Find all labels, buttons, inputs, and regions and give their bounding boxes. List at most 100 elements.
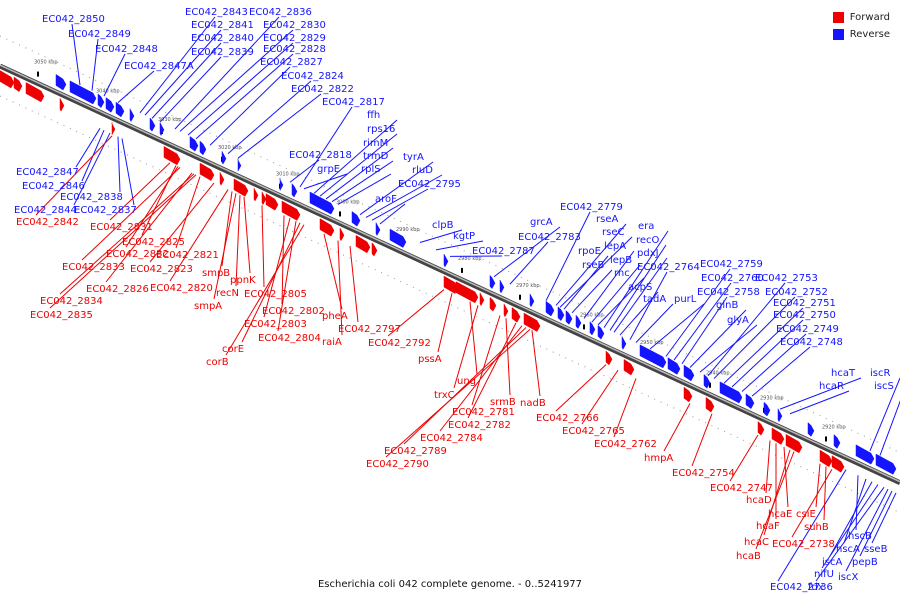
gene-label-ec042-2802: EC042_2802 — [262, 306, 325, 317]
gene-label-trxc: trxC — [434, 390, 455, 401]
gene-label-hcab: hcaB — [736, 551, 761, 562]
reverse-gene — [279, 178, 284, 191]
leader-line — [263, 218, 291, 318]
gene-label-ec042-2820: EC042_2820 — [150, 283, 213, 294]
reverse-gene — [159, 122, 165, 136]
gene-label-ec042-2825: EC042_2825 — [122, 237, 185, 248]
gene-label-ec042-2753: EC042_2753 — [755, 273, 818, 284]
forward-gene — [605, 350, 613, 366]
gene-label-rsec: rseC — [602, 227, 624, 238]
gene-label-arof: aroF — [375, 194, 397, 205]
leader-line — [75, 128, 101, 168]
leader-line — [225, 224, 305, 356]
reverse-gene — [875, 453, 897, 475]
gene-label-ec042-2804: EC042_2804 — [258, 333, 321, 344]
leader-line — [81, 166, 181, 261]
leader-line — [349, 245, 359, 323]
gene-label-ec042-2747: EC042_2747 — [710, 483, 773, 494]
reverse-swatch — [832, 29, 844, 40]
leader-line — [243, 196, 251, 274]
gene-label-ec042-2827: EC042_2827 — [260, 57, 323, 68]
leader-line — [467, 322, 517, 419]
scale-label: 2990 kbp — [396, 227, 420, 233]
gene-label-ec042-2847: EC042_2847 — [16, 167, 79, 178]
leader-line — [665, 268, 731, 357]
gene-label-ec042-2750: EC042_2750 — [773, 310, 836, 321]
leader-line — [751, 346, 811, 397]
gene-label-tada: tadA — [643, 294, 666, 305]
gene-label-rpoe: rpoE — [578, 246, 601, 257]
scale-tick — [461, 267, 463, 273]
gene-label-ec042-2834: EC042_2834 — [40, 296, 103, 307]
leader-line — [681, 296, 728, 365]
gene-label-kgtp: kgtP — [453, 231, 475, 242]
leader-line — [829, 481, 873, 557]
leader-line — [729, 434, 759, 482]
gene-label-ec042-2759: EC042_2759 — [700, 259, 763, 270]
forward-gene — [111, 122, 116, 135]
gene-label-iscr: iscR — [870, 368, 890, 379]
leader-line — [209, 66, 291, 146]
forward-gene — [819, 449, 833, 468]
gene-label-ec042-2754: EC042_2754 — [672, 468, 735, 479]
reverse-gene — [55, 73, 67, 91]
leader-line — [91, 38, 99, 91]
forward-gene — [771, 427, 785, 445]
gene-label-smpa: smpA — [194, 301, 222, 312]
scale-tick — [825, 436, 827, 442]
gene-label-ec042-2749: EC042_2749 — [776, 324, 839, 335]
gene-label-nadb: nadB — [520, 398, 546, 409]
reverse-gene — [529, 293, 535, 308]
leader-line — [505, 318, 511, 396]
gene-label-ppnk: ppnK — [230, 275, 256, 286]
leader-line — [59, 173, 195, 295]
scale-ticks: 3050 kbp 3040 kbp 3030 kbp 3020 kbp 3010 kbp… — [34, 60, 846, 442]
legend-item-reverse: Reverse — [832, 26, 890, 43]
gene-label-reco: recO — [636, 235, 660, 246]
gene-label-sseb: sseB — [864, 544, 888, 555]
reverse-gene — [199, 140, 207, 156]
forward-gene — [0, 70, 15, 89]
gene-label-purl: purL — [674, 294, 697, 305]
leader-line — [109, 162, 171, 221]
gene-label-ec042-2751: EC042_2751 — [773, 298, 836, 309]
reverse-gene — [375, 222, 381, 236]
label-leaders — [35, 16, 900, 582]
gene-label-ec042-2758: EC042_2758 — [697, 287, 760, 298]
reverse-gene — [237, 158, 242, 172]
leader-line — [879, 400, 900, 456]
forward-gene — [261, 191, 267, 206]
reverse-gene — [703, 373, 711, 389]
gene-label-hcar: hcaR — [819, 381, 844, 392]
leader-line — [227, 80, 312, 154]
gene-label-ec042-2818: EC042_2818 — [289, 150, 352, 161]
reverse-gene — [777, 408, 783, 423]
gene-label-ec042-2835: EC042_2835 — [30, 310, 93, 321]
leader-line — [175, 176, 201, 249]
gene-label-ec042-2837: EC042_2837 — [74, 205, 137, 216]
forward-gene — [705, 396, 715, 413]
leader-line — [73, 132, 111, 206]
gene-label-ec042-2782: EC042_2782 — [448, 420, 511, 431]
reverse-gene — [597, 324, 605, 340]
leader-line — [791, 468, 833, 538]
gene-label-clpb: clpB — [432, 220, 454, 231]
reverse-gene — [545, 300, 555, 317]
leader-line — [169, 189, 229, 282]
leader-line — [545, 211, 591, 302]
reverse-gene — [309, 191, 335, 215]
leader-line — [649, 303, 705, 350]
gene-label-iscs: iscS — [874, 381, 894, 392]
gene-label-glnb: glnB — [716, 300, 738, 311]
leader-line — [609, 244, 667, 331]
reverse-gene — [129, 108, 135, 123]
scale-label: 3040 kbp — [96, 88, 120, 94]
leader-line — [35, 135, 113, 216]
gene-label-pdxj: pdxJ — [637, 248, 659, 259]
leader-line — [337, 173, 392, 205]
leader-line — [783, 446, 789, 508]
gene-label-grca: grcA — [530, 217, 553, 228]
leader-line — [691, 413, 713, 467]
gene-label-ec042-2846: EC042_2846 — [22, 181, 85, 192]
leader-line — [121, 138, 135, 206]
